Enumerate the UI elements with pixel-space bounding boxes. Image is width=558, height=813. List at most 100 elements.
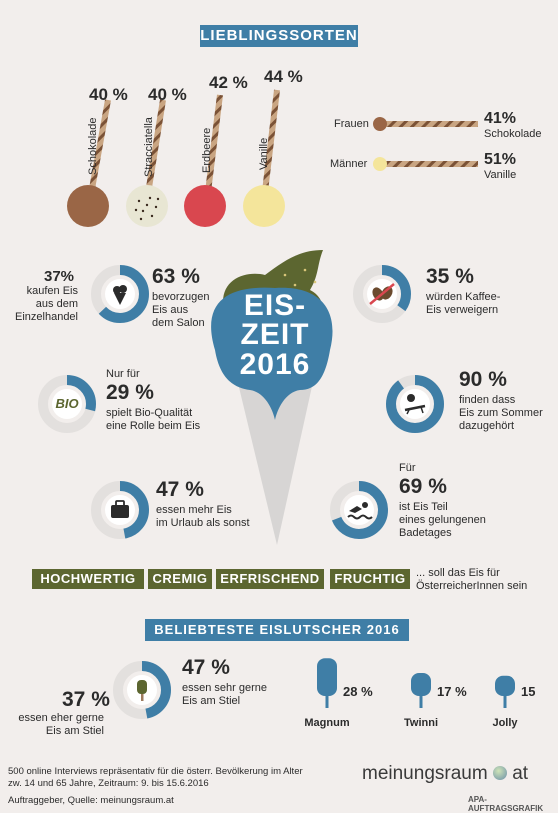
tag-erfrischend: ERFRISCHEND (216, 569, 324, 589)
tags-suffix: ... soll das Eis für ÖsterreicherInnen s… (416, 567, 527, 593)
badetag-text3: Badetages (399, 527, 452, 539)
stiel-right-text2: Eis am Stiel (182, 695, 241, 707)
suitcase-icon (111, 500, 129, 518)
footer-line1: 500 online Interviews repräsentativ für … (8, 766, 303, 777)
tag-hochwertig: HOCHWERTIG (32, 569, 144, 589)
stiel-left-text2: Eis am Stiel (45, 725, 104, 737)
center-line2: ZEIT (240, 318, 310, 351)
blue-scoop (211, 287, 333, 420)
lolly-bar-twinni (411, 673, 431, 696)
donut-salon (91, 265, 149, 323)
flavor-vanille (243, 89, 285, 227)
lutscher-banner-text: BELIEBTESTE EISLUTSCHER 2016 (154, 622, 400, 637)
header-banner: LIEBLINGSSORTEN (200, 25, 358, 47)
bio-text2: eine Rolle beim Eis (106, 420, 201, 432)
sommer-text2: Eis zum Sommer (459, 407, 543, 419)
bio-icon: BIO (55, 396, 79, 411)
flavor-pct-erdbeere: 42 % (209, 73, 248, 92)
flavor-scoops-graphic (67, 89, 285, 227)
stiel-left-pct: 37 % (62, 688, 110, 711)
stiel-left-text: essen eher gerne Eis am Stiel (0, 712, 104, 738)
popsicle-icon (137, 680, 147, 701)
salon-text: bevorzugen Eis aus dem Salon (152, 291, 210, 330)
flavor-stracciatella (126, 99, 168, 227)
footer-credit: APA-AUFTRAGSGRAFIK (468, 795, 544, 813)
badetag-intro: Für (399, 462, 416, 474)
frauen-pct: 41% (484, 110, 517, 127)
footer-line2: zw. 14 und 65 Jahre, Zeitraum: 9. bis 15… (8, 778, 209, 789)
badetag-pct: 69 % (399, 475, 447, 498)
donut-stiel (113, 661, 171, 719)
lolly-stick-magnum (325, 696, 329, 708)
badetag-text1: ist Eis Teil (399, 501, 448, 513)
donut-badetag (330, 481, 388, 539)
ice-cream-cone-icon (113, 285, 127, 305)
swimmer-icon (347, 502, 373, 520)
urlaub-text1: essen mehr Eis (156, 504, 232, 516)
einzelhandel-text: kaufen Eis aus dem Einzelhandel (0, 285, 78, 324)
stiel-right-text: essen sehr gerne Eis am Stiel (182, 682, 267, 708)
badetag-text2: eines gelungenen (399, 514, 486, 526)
cone-shape (230, 350, 320, 545)
donut-kaffee (353, 265, 411, 323)
center-line3: 2016 (239, 348, 311, 381)
lolly-value-twinni: 17 % (437, 684, 467, 699)
einzelhandel-pct: 37% (44, 268, 75, 285)
maenner-dot (373, 157, 387, 171)
badetag-text: ist Eis Teil eines gelungenen Badetages (399, 501, 486, 540)
flavor-label-schokolade: Schokolade (87, 117, 99, 176)
donut-sommer (386, 375, 444, 433)
einzelhandel-text1: kaufen Eis (26, 285, 78, 297)
brand-globe-icon (492, 766, 507, 780)
sommer-text3: dazugehört (459, 420, 515, 432)
lolly-label-magnum: Magnum (304, 717, 349, 729)
stiel-right-pct: 47 % (182, 656, 230, 679)
footer-line3: Auftraggeber, Quelle: meinungsraum.at (8, 795, 174, 806)
header-title: LIEBLINGSSORTEN (200, 27, 358, 44)
urlaub-text2: im Urlaub als sonst (156, 517, 250, 529)
central-cone-graphic (211, 250, 333, 545)
flavor-pct-vanille: 44 % (264, 67, 303, 86)
stiel-right-text1: essen sehr gerne (182, 682, 267, 694)
kaffee-text2: Eis verweigern (426, 304, 499, 316)
lutscher-chart: 28 % Magnum 17 % Twinni 15 % Jolly (304, 658, 535, 729)
flavor-erdbeere (184, 94, 226, 227)
lolly-label-twinni: Twinni (404, 717, 438, 729)
lolly-bar-magnum (317, 658, 337, 696)
salon-pct: 63 % (152, 265, 200, 288)
brand-suffix: at (512, 763, 529, 784)
lutscher-banner: BELIEBTESTE EISLUTSCHER 2016 (145, 619, 409, 641)
flavor-pct-schokolade: 40 % (89, 85, 128, 104)
lolly-label-jolly: Jolly (492, 717, 518, 729)
gender-sticks-graphic (373, 117, 478, 171)
flavor-label-stracciatella: Stracciatella (143, 117, 155, 177)
lolly-value-jolly: 15 % (521, 684, 535, 699)
sunbathing-icon (404, 394, 426, 415)
flavor-schokolade (67, 99, 111, 227)
kaffee-text1: würden Kaffee- (426, 291, 501, 303)
einzelhandel-text3: Einzelhandel (15, 311, 78, 323)
lolly-stick-jolly (503, 696, 507, 708)
bio-pct: 29 % (106, 381, 154, 404)
lolly-value-magnum: 28 % (343, 684, 373, 699)
salon-text1: bevorzugen (152, 291, 210, 303)
maenner-pct: 51% (484, 151, 517, 168)
urlaub-text: essen mehr Eis im Urlaub als sonst (156, 504, 250, 530)
einzelhandel-text2: aus dem (35, 298, 78, 310)
sommer-text1: finden dass (459, 394, 516, 406)
frauen-flavor: Schokolade (484, 128, 542, 140)
lolly-bar-jolly (495, 675, 515, 696)
tag-cremig: CREMIG (148, 569, 212, 589)
tags-suffix-line1: ... soll das Eis für (416, 567, 500, 579)
flavor-label-vanille: Vanille (258, 137, 270, 170)
salon-text2: Eis aus (152, 304, 189, 316)
kaffee-text: würden Kaffee- Eis verweigern (426, 291, 500, 317)
frauen-dot (373, 117, 387, 131)
footer-text: 500 online Interviews repräsentativ für … (8, 766, 303, 807)
urlaub-pct: 47 % (156, 478, 204, 501)
brand-name: meinungsraum (362, 763, 488, 784)
salon-text3: dem Salon (152, 317, 205, 329)
brand-logo: meinungsraum at (362, 763, 528, 785)
kaffee-pct: 35 % (426, 265, 474, 288)
lolly-stick-twinni (419, 696, 423, 708)
